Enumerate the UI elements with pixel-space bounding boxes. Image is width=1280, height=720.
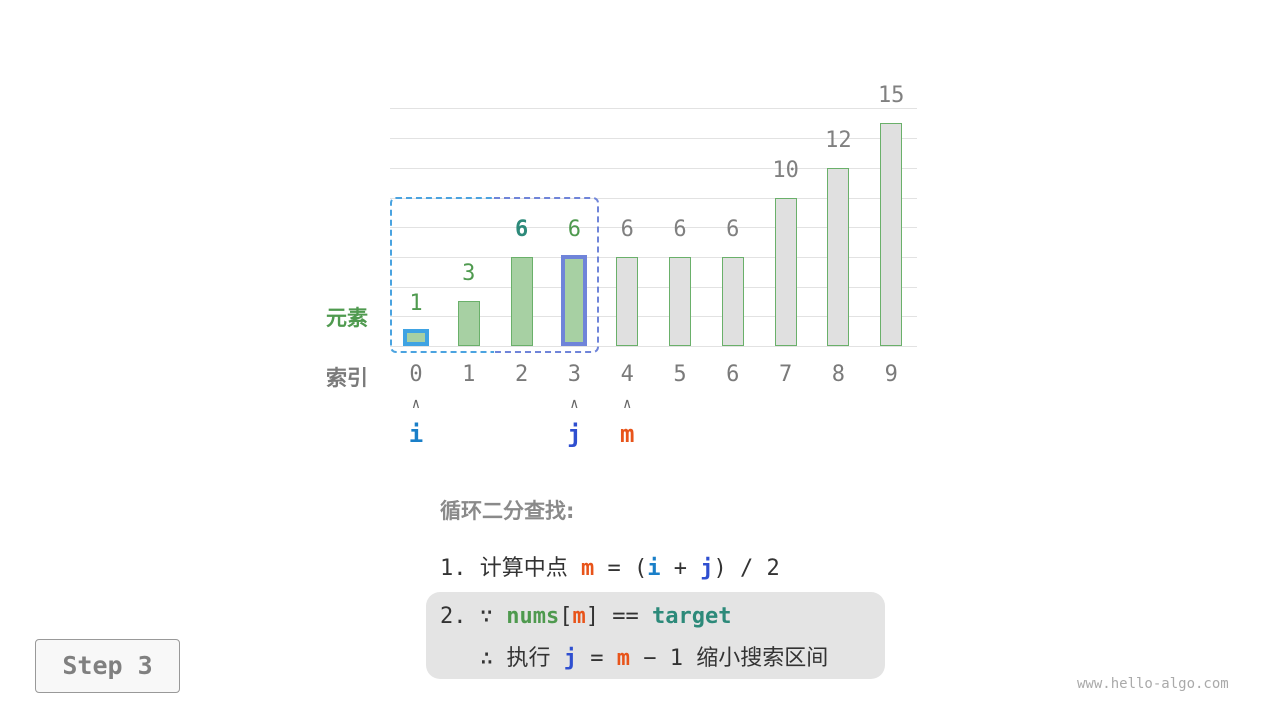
gridline: [390, 108, 917, 110]
search-range-right: [494, 197, 599, 353]
bracket-left: [: [559, 604, 573, 629]
var-m: m: [616, 646, 630, 671]
gridline: [390, 346, 917, 347]
bar-5: [669, 256, 691, 346]
var-nums: nums: [506, 604, 560, 629]
index-label-0: 0: [409, 362, 423, 387]
gridline: [390, 316, 917, 318]
value-label: 6: [673, 216, 687, 242]
value-label: 1: [409, 291, 423, 317]
search-range-left: [390, 197, 494, 353]
bar-2: [510, 256, 533, 346]
because-symbol: ∵: [479, 604, 507, 629]
element-label: 元素: [326, 306, 368, 330]
value-label: 10: [772, 157, 799, 183]
step2-highlight-box: [426, 592, 885, 679]
index-label-3: 3: [567, 362, 582, 387]
bar-3: [561, 254, 588, 346]
step1-eq: = (: [594, 556, 648, 581]
var-j: j: [563, 646, 577, 671]
step1-num: 1.: [440, 556, 480, 581]
gridline: [390, 138, 917, 140]
index-label-6: 6: [726, 362, 740, 387]
bar-4: [616, 256, 639, 346]
gridline: [390, 197, 917, 199]
exec-text: 执行: [506, 646, 564, 671]
algo-title: 循环二分查找:: [440, 499, 575, 523]
bracket-right: ]: [585, 604, 599, 629]
value-label: 6: [514, 216, 529, 242]
var-m: m: [581, 556, 595, 581]
step1-plus: +: [660, 556, 701, 581]
bar-8: [827, 167, 850, 346]
step2-line2: ∴ 执行 j = m − 1 缩小搜索区间: [480, 640, 828, 672]
step-button[interactable]: Step 3: [35, 639, 180, 693]
step1-text: 计算中点: [479, 556, 581, 581]
pointer-arrow-icon: ∧: [570, 396, 579, 412]
watermark: www.hello-algo.com: [1077, 676, 1229, 692]
step2-num: 2.: [440, 604, 480, 629]
index-label-2: 2: [514, 362, 529, 387]
bar-9: [880, 123, 903, 346]
pointer-arrow-icon: ∧: [622, 396, 632, 412]
gridline: [390, 286, 917, 288]
value-label: 6: [620, 216, 634, 242]
pointer-m: m: [619, 420, 635, 448]
value-label: 12: [825, 127, 852, 153]
index-label-1: 1: [462, 362, 476, 387]
equals-op: ==: [598, 604, 652, 629]
assign-op: =: [577, 646, 617, 671]
step1-rest: ) / 2: [713, 556, 780, 581]
step1-line: 1. 计算中点 m = (i + j) / 2: [440, 550, 780, 582]
index-label-9: 9: [884, 362, 898, 387]
value-label: 6: [726, 216, 740, 242]
var-m: m: [572, 604, 586, 629]
gridline: [390, 167, 917, 169]
shrink-text: 缩小搜索区间: [696, 646, 829, 671]
var-target: target: [651, 604, 732, 629]
pointer-i: i: [408, 420, 424, 448]
value-label: 15: [877, 83, 905, 109]
index-label-8: 8: [831, 362, 846, 387]
gridline: [390, 227, 917, 229]
index-label-5: 5: [673, 362, 687, 387]
minus-one: − 1: [630, 646, 697, 671]
value-label: 6: [567, 216, 582, 242]
bar-7: [774, 197, 797, 346]
step2-line1: 2. ∵ nums[m] == target: [440, 604, 731, 629]
index-label-4: 4: [620, 362, 634, 387]
bar-1: [457, 301, 480, 346]
var-j: j: [700, 556, 714, 581]
gridline: [390, 256, 917, 258]
bar-6: [721, 256, 744, 346]
value-label: 3: [462, 261, 476, 287]
pointer-arrow-icon: ∧: [411, 396, 421, 412]
index-label-7: 7: [778, 362, 793, 387]
index-label: 索引: [326, 366, 368, 390]
var-i: i: [647, 556, 661, 581]
therefore-symbol: ∴: [480, 646, 507, 671]
bar-0: [403, 329, 429, 346]
pointer-j: j: [567, 420, 582, 448]
